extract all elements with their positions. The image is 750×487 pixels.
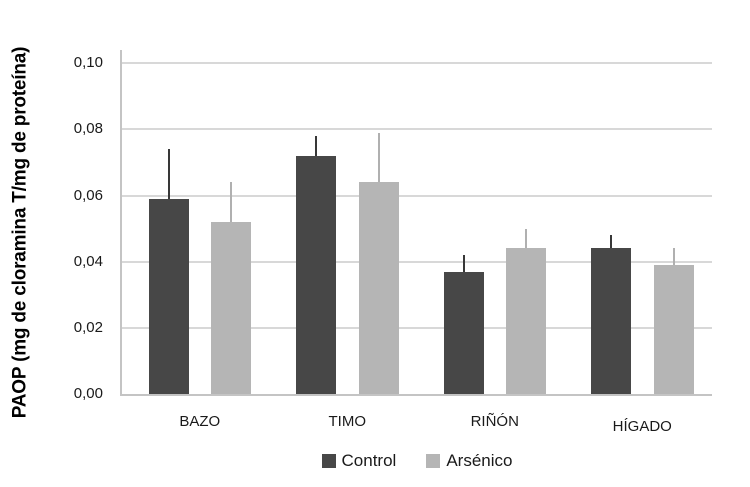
x-axis-label-bazo: BAZO <box>179 413 221 430</box>
legend-swatch-arsénico <box>426 454 441 468</box>
y-tick-label: 0,04 <box>73 252 103 270</box>
legend-label-arsénico: Arsénico <box>446 451 513 470</box>
legend-label-control: Control <box>341 451 397 470</box>
y-tick-label: 0,00 <box>73 385 103 402</box>
gridline-0,06 <box>122 194 712 197</box>
bar-control-hígado <box>591 248 631 394</box>
error-bar-arsénico-timo <box>377 132 380 183</box>
x-axis-label-riñón: RIÑÓN <box>470 413 519 430</box>
bar-arsénico-timo <box>358 182 399 394</box>
error-bar-arsénico-bazo <box>230 182 232 222</box>
y-tick-label: 0,10 <box>73 54 103 72</box>
gridline-0,04 <box>122 260 712 263</box>
x-axis-line <box>120 394 712 396</box>
x-axis-label-timo: TIMO <box>328 413 367 430</box>
bar-control-riñón <box>443 271 484 394</box>
error-bar-control-timo <box>315 136 317 156</box>
gridline-0,02 <box>122 326 712 329</box>
gridline-0,10 <box>122 62 712 65</box>
x-axis-label-hígado: HÍGADO <box>612 418 672 435</box>
legend-item-arsénico: Arsénico <box>426 451 512 471</box>
bar-control-timo <box>296 155 336 394</box>
error-bar-arsénico-riñón <box>525 228 527 249</box>
y-axis-line <box>120 50 122 396</box>
bar-arsénico-riñón <box>506 248 546 394</box>
y-tick-label: 0,02 <box>73 318 103 336</box>
bar-control-bazo <box>148 198 189 394</box>
gridline-0,08 <box>122 128 712 131</box>
error-bar-arsénico-hígado <box>672 248 675 265</box>
x-axis-category-labels: BAZO TIMO RIÑÓN HÍGADO <box>122 413 712 443</box>
legend-swatch-control <box>321 454 336 468</box>
y-axis-tick-labels: 0,00 0,02 0,04 0,06 0,08 0,10 <box>0 50 103 402</box>
error-bar-control-hígado <box>610 235 612 249</box>
legend: Control Arsénico <box>122 451 712 471</box>
legend-item-control: Control <box>321 451 397 471</box>
error-bar-control-bazo <box>167 149 170 199</box>
y-tick-label: 0,08 <box>73 120 103 138</box>
bar-arsénico-bazo <box>211 222 251 394</box>
y-tick-label: 0,06 <box>73 186 103 204</box>
bar-arsénico-hígado <box>653 265 694 394</box>
error-bar-control-riñón <box>462 255 465 272</box>
plot-area <box>122 50 712 394</box>
